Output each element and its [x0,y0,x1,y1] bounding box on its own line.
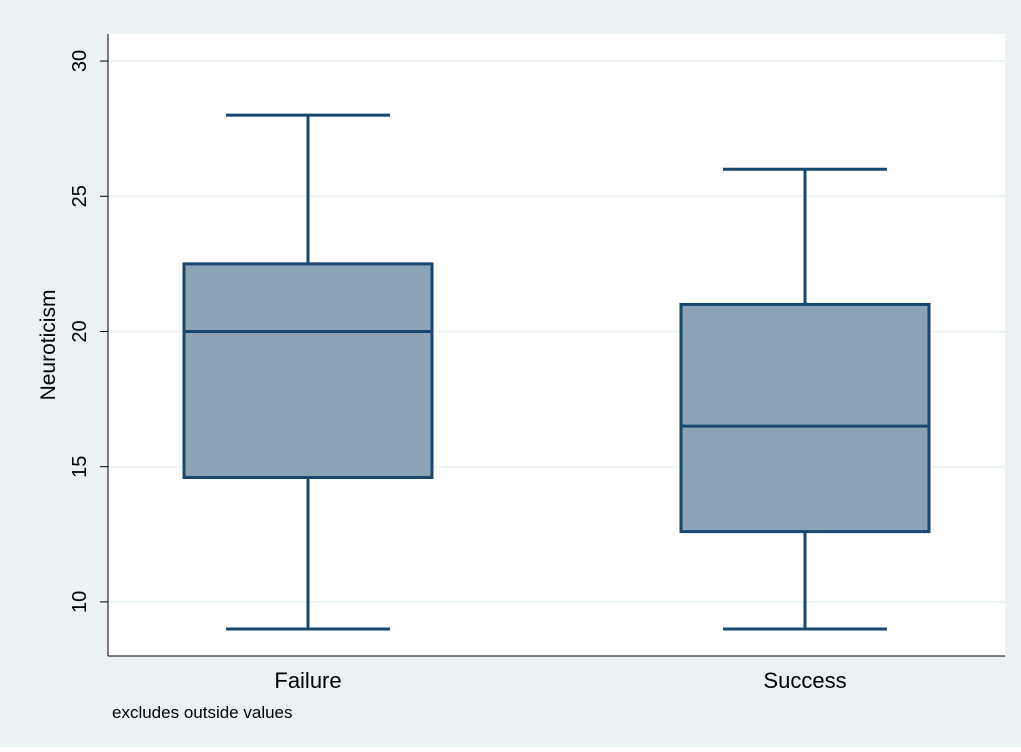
y-ticks: 10 15 20 25 30 [69,50,108,613]
iqr-box [679,302,931,534]
x-tick-label: Success [763,668,846,693]
box-success [679,167,931,631]
x-tick-label: Failure [274,668,341,693]
y-axis-label: Neuroticism [37,290,60,401]
chart-note: excludes outside values [112,703,293,722]
y-tick-label: 30 [69,50,91,72]
axes [107,34,1005,657]
y-tick-label: 15 [69,456,91,478]
y-tick-label: 25 [69,185,91,207]
box-failure [182,113,434,631]
boxes [182,113,931,631]
x-ticks: Failure Success [274,668,846,693]
y-tick-label: 10 [69,591,91,613]
y-tick-label: 20 [69,320,91,342]
iqr-box [182,262,434,480]
